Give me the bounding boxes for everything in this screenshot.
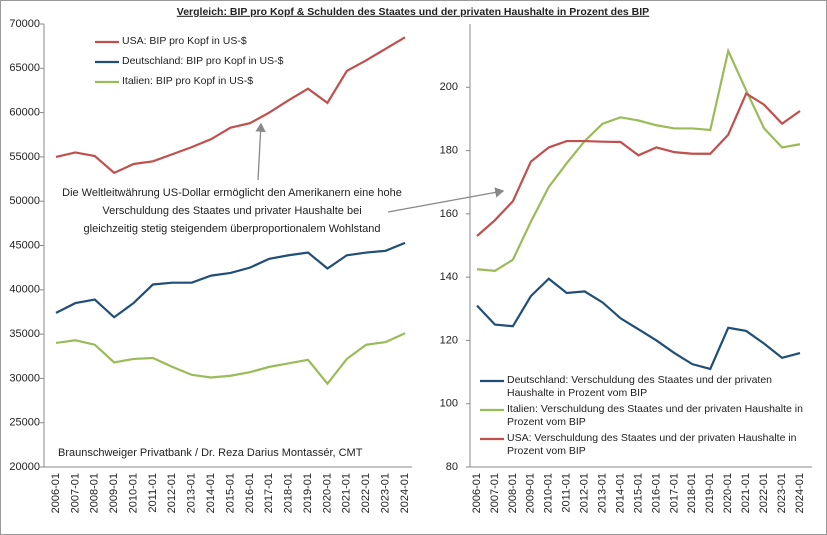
x-tick-label: 2013-01	[186, 473, 198, 513]
x-tick-label: 2016-01	[650, 473, 662, 513]
annotation: Die Weltleitwährung US-Dollar ermöglicht…	[62, 187, 402, 199]
x-tick-label: 2007-01	[69, 473, 81, 513]
annotation: gleichzeitig stetig steigendem überpropo…	[84, 223, 381, 235]
x-tick-label: 2011-01	[147, 473, 159, 513]
x-tick-label: 2007-01	[489, 473, 501, 513]
x-tick-label: 2010-01	[543, 473, 555, 513]
x-tick-label: 2013-01	[597, 473, 609, 513]
x-tick-label: 2024-01	[794, 473, 806, 513]
x-tick-label: 2016-01	[244, 473, 256, 513]
y-tick-label: 60000	[9, 107, 40, 119]
series-line	[55, 332, 406, 386]
y-tick-label: 140	[440, 271, 458, 283]
series-line	[55, 241, 406, 319]
y-tick-label: 100	[440, 398, 458, 410]
x-tick-label: 2024-01	[399, 473, 411, 513]
x-tick-label: 2014-01	[614, 473, 626, 513]
x-tick-label: 2006-01	[471, 473, 483, 513]
x-tick-label: 2011-01	[561, 473, 573, 513]
x-tick-label: 2012-01	[579, 473, 591, 513]
x-tick-label: 2009-01	[525, 473, 537, 513]
x-tick-label: 2019-01	[704, 473, 716, 513]
series-line	[476, 92, 801, 237]
legend-label: Italien: Verschuldung des Staates und de…	[507, 403, 803, 428]
page-title: Vergleich: BIP pro Kopf & Schulden des S…	[177, 6, 649, 18]
y-tick-label: 25000	[9, 417, 40, 429]
x-tick-label: 2022-01	[758, 473, 770, 513]
y-tick-label: 55000	[9, 151, 40, 163]
y-tick-label: 180	[440, 144, 458, 156]
y-tick-label: 65000	[9, 62, 40, 74]
x-tick-label: 2009-01	[108, 473, 120, 513]
x-tick-label: 2023-01	[380, 473, 392, 513]
x-tick-label: 2020-01	[321, 473, 333, 513]
arrow	[387, 187, 505, 213]
y-tick-label: 200	[440, 81, 458, 93]
y-tick-label: 35000	[9, 328, 40, 340]
annotation: Verschuldung des Staates und privater Ha…	[102, 205, 361, 217]
legend-label: USA: BIP pro Kopf in US-$	[122, 35, 247, 47]
x-tick-label: 2020-01	[722, 473, 734, 513]
legend-label: Italien: BIP pro Kopf in US-$	[122, 75, 254, 87]
arrow	[255, 122, 266, 181]
y-tick-label: 80	[446, 461, 458, 473]
x-tick-label: 2023-01	[776, 473, 788, 513]
y-tick-label: 160	[440, 208, 458, 220]
x-tick-label: 2019-01	[302, 473, 314, 513]
series-line	[476, 277, 801, 371]
legend-label: Deutschland: Verschuldung des Staates un…	[507, 374, 773, 399]
y-tick-label: 120	[440, 334, 458, 346]
x-tick-label: 2022-01	[360, 473, 372, 513]
source: Braunschweiger Privatbank / Dr. Reza Dar…	[58, 447, 363, 459]
x-tick-label: 2017-01	[263, 473, 275, 513]
x-tick-label: 2017-01	[668, 473, 680, 513]
x-tick-label: 2021-01	[341, 473, 353, 513]
y-tick-label: 30000	[9, 372, 40, 384]
x-tick-label: 2018-01	[686, 473, 698, 513]
legend-label: USA: Verschuldung des Staates und der pr…	[507, 432, 797, 457]
y-tick-label: 20000	[9, 461, 40, 473]
y-tick-label: 50000	[9, 195, 40, 207]
series-line	[476, 47, 801, 272]
x-tick-label: 2014-01	[205, 473, 217, 513]
x-tick-label: 2010-01	[127, 473, 139, 513]
x-tick-label: 2008-01	[89, 473, 101, 513]
x-tick-label: 2018-01	[283, 473, 295, 513]
x-tick-label: 2008-01	[507, 473, 519, 513]
x-tick-label: 2015-01	[632, 473, 644, 513]
y-tick-label: 40000	[9, 284, 40, 296]
series-line	[55, 36, 406, 175]
x-tick-label: 2015-01	[224, 473, 236, 513]
x-tick-label: 2021-01	[740, 473, 752, 513]
legend-label: Deutschland: BIP pro Kopf in US-$	[122, 55, 284, 67]
y-tick-label: 45000	[9, 239, 40, 251]
y-tick-label: 70000	[9, 18, 40, 30]
x-tick-label: 2012-01	[166, 473, 178, 513]
x-tick-label: 2006-01	[50, 473, 62, 513]
